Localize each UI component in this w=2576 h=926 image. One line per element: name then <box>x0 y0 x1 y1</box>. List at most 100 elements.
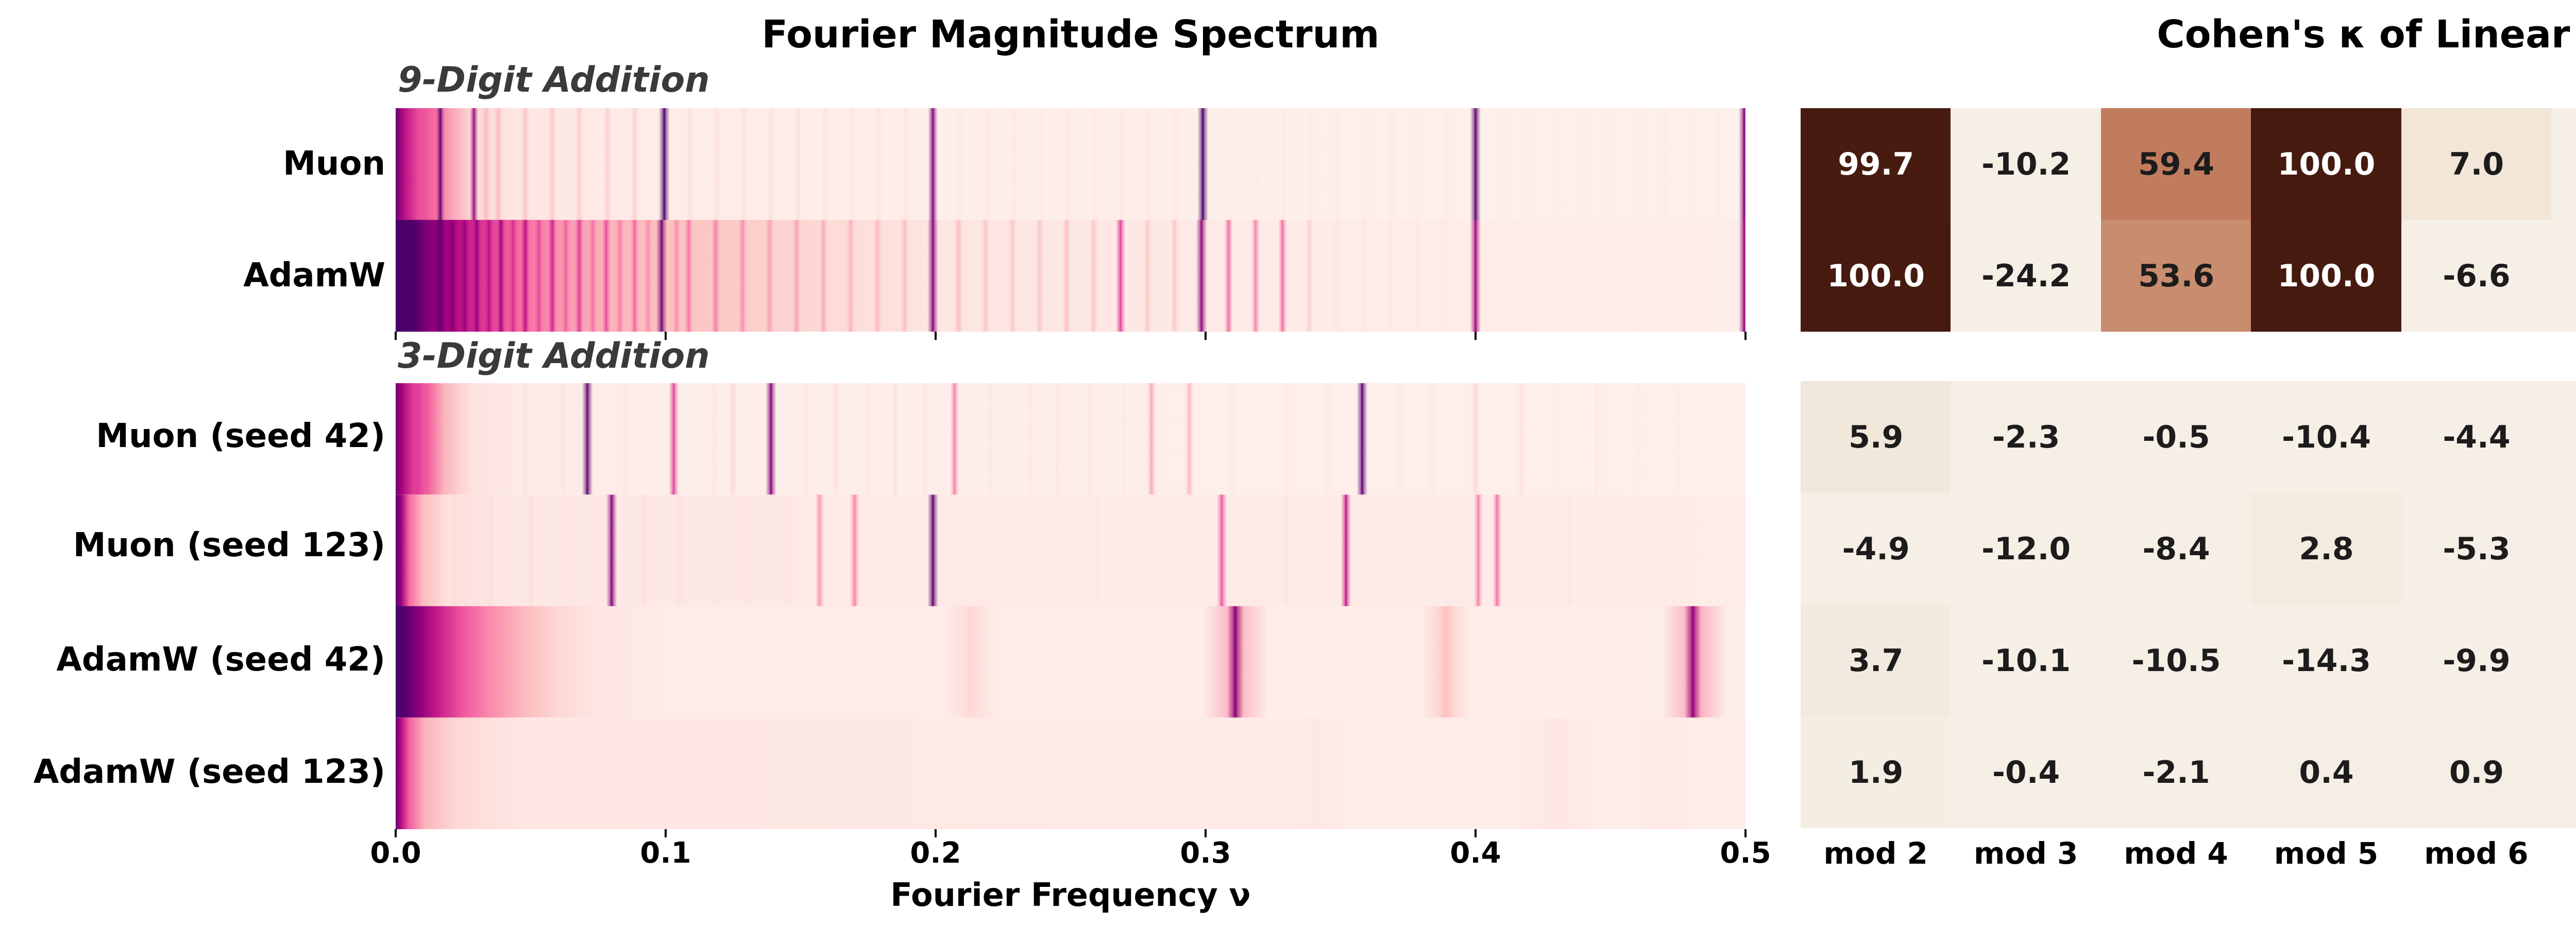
kappa-cell-value: -10.5 <box>2131 642 2221 679</box>
kappa-cell-value: -0.4 <box>1992 754 2060 791</box>
x-tick-9digit-3 <box>1205 332 1207 340</box>
x-tick-3digit-1 <box>665 829 667 837</box>
kappa-cell-value: 5.9 <box>1849 419 1904 455</box>
kappa-cell-adamw-seed-42-mod-2: 3.7 <box>1801 605 1952 716</box>
kappa-cell-value: 7.0 <box>2449 146 2504 182</box>
kappa-cell-muon-seed-123-mod-5: 2.8 <box>2251 493 2402 605</box>
kappa-cell-muon-seed-123-mod-2: -4.9 <box>1801 493 1952 605</box>
kappa-cell-muon-seed-42-mod-6: -4.4 <box>2401 381 2552 493</box>
section-label-3-digit: 3-Digit Addition <box>398 336 710 376</box>
section-label-9-digit: 9-Digit Addition <box>398 60 710 100</box>
right-chart-title: Cohen's κ of Linear Probe (%) <box>2157 12 2576 57</box>
kappa-cell-adamw-mod-3: -24.2 <box>1951 220 2102 332</box>
kappa-cell-muon-seed-42-mod-2: 5.9 <box>1801 381 1952 493</box>
kappa-cell-value: 3.7 <box>1849 642 1904 679</box>
kappa-cell-value: -6.6 <box>2443 258 2511 294</box>
kappa-cell-adamw-mod-6: -6.6 <box>2401 220 2552 332</box>
x-tick-3digit-0 <box>395 829 397 837</box>
kappa-cell-value: -2.1 <box>2142 754 2210 791</box>
fourier-spectrum-heatmap-9digit <box>396 108 1745 332</box>
kappa-cell-value: -10.4 <box>2282 419 2371 455</box>
kappa-cell-value: -4.4 <box>2443 419 2511 455</box>
fourier-spectrum-heatmap-3digit <box>396 383 1745 829</box>
column-label-mod-4: mod 4 <box>2124 836 2228 871</box>
kappa-cell-adamw-seed-42-mod-3: -10.1 <box>1951 605 2102 716</box>
kappa-cell-muon-seed-123-mod-4: -8.4 <box>2100 493 2252 605</box>
kappa-cell-value: -2.3 <box>1992 419 2060 455</box>
kappa-cell-value: 59.4 <box>2138 146 2215 182</box>
kappa-cell-adamw-mod-4: 53.6 <box>2100 220 2252 332</box>
kappa-cell-value: 0.4 <box>2299 754 2354 791</box>
kappa-cell-value: -0.5 <box>2142 419 2210 455</box>
kappa-cell-value: -10.1 <box>1981 642 2071 679</box>
x-tick-label-5: 0.5 <box>1720 836 1771 870</box>
row-label-adamw: AdamW <box>243 256 385 295</box>
x-tick-9digit-5 <box>1744 332 1747 340</box>
kappa-cell-adamw-seed-123-mod-2: 1.9 <box>1801 716 1952 828</box>
x-tick-9digit-0 <box>395 332 397 340</box>
x-tick-3digit-3 <box>1205 829 1207 837</box>
kappa-cell-muon-mod-4: 59.4 <box>2100 108 2252 220</box>
kappa-cell-value: -5.3 <box>2443 530 2511 567</box>
kappa-cell-adamw-seed-123-mod-3: -0.4 <box>1951 716 2102 828</box>
kappa-cell-muon-mod-3: -10.2 <box>1951 108 2102 220</box>
kappa-cell-value: 1.9 <box>1849 754 1904 791</box>
x-tick-label-3: 0.3 <box>1180 836 1231 870</box>
x-tick-9digit-1 <box>665 332 667 340</box>
kappa-cell-muon-mod-7: -9.9 <box>2551 108 2576 220</box>
kappa-cell-adamw-seed-42-mod-6: -9.9 <box>2401 605 2552 716</box>
kappa-cell-muon-seed-123-mod-3: -12.0 <box>1951 493 2102 605</box>
x-tick-label-4: 0.4 <box>1450 836 1501 870</box>
kappa-cell-adamw-seed-123-mod-4: -2.1 <box>2100 716 2252 828</box>
kappa-cell-value: -12.0 <box>1981 530 2071 567</box>
x-tick-9digit-2 <box>935 332 937 340</box>
column-label-mod-2: mod 2 <box>1823 836 1928 871</box>
x-tick-9digit-4 <box>1475 332 1477 340</box>
kappa-cell-muon-mod-2: 99.7 <box>1801 108 1952 220</box>
row-label-adamw-seed-42: AdamW (seed 42) <box>56 641 385 679</box>
x-tick-3digit-2 <box>935 829 937 837</box>
x-tick-label-1: 0.1 <box>640 836 691 870</box>
kappa-cell-muon-seed-42-mod-5: -10.4 <box>2251 381 2402 493</box>
kappa-cell-adamw-seed-42-mod-4: -10.5 <box>2100 605 2252 716</box>
kappa-cell-value: 0.9 <box>2449 754 2504 791</box>
kappa-cell-adamw-seed-123-mod-7: 1.1 <box>2551 716 2576 828</box>
kappa-cell-adamw-mod-5: 100.0 <box>2251 220 2402 332</box>
row-label-muon-seed-123: Muon (seed 123) <box>73 526 385 564</box>
kappa-cell-value: -4.9 <box>1842 530 1910 567</box>
column-label-mod-3: mod 3 <box>1973 836 2078 871</box>
kappa-cell-value: 100.0 <box>2277 258 2376 294</box>
left-chart-title: Fourier Magnitude Spectrum <box>761 12 1380 57</box>
x-tick-3digit-5 <box>1744 829 1747 837</box>
kappa-cell-value: 99.7 <box>1838 146 1914 182</box>
x-axis-label: Fourier Frequency ν <box>890 876 1251 914</box>
column-label-mod-5: mod 5 <box>2274 836 2379 871</box>
kappa-cell-muon-seed-123-mod-6: -5.3 <box>2401 493 2552 605</box>
kappa-cell-value: 100.0 <box>1827 258 1925 294</box>
column-label-mod-7: mod 7 <box>2551 835 2576 871</box>
kappa-cell-value: -9.9 <box>2443 642 2511 679</box>
row-label-muon-seed-42: Muon (seed 42) <box>96 417 385 455</box>
kappa-cell-muon-seed-42-mod-4: -0.5 <box>2100 381 2252 493</box>
kappa-cell-muon-seed-42-mod-3: -2.3 <box>1951 381 2102 493</box>
kappa-cell-muon-mod-6: 7.0 <box>2401 108 2552 220</box>
row-label-adamw-seed-123: AdamW (seed 123) <box>33 753 385 791</box>
kappa-cell-muon-mod-5: 100.0 <box>2251 108 2402 220</box>
kappa-cell-adamw-seed-42-mod-5: -14.3 <box>2251 605 2402 716</box>
x-tick-label-0: 0.0 <box>370 836 421 870</box>
kappa-cell-adamw-mod-2: 100.0 <box>1801 220 1952 332</box>
kappa-cell-value: -10.2 <box>1981 146 2071 182</box>
kappa-cell-muon-seed-123-mod-7: -6.6 <box>2551 493 2576 605</box>
kappa-cell-value: 100.0 <box>2277 146 2376 182</box>
x-tick-label-2: 0.2 <box>910 836 961 870</box>
kappa-cell-adamw-seed-123-mod-6: 0.9 <box>2401 716 2552 828</box>
kappa-cell-value: -8.4 <box>2142 530 2210 567</box>
kappa-cell-value: -24.2 <box>1981 258 2071 294</box>
kappa-cell-muon-seed-42-mod-7: -2.1 <box>2551 381 2576 493</box>
kappa-cell-value: 2.8 <box>2299 530 2354 567</box>
column-label-mod-6: mod 6 <box>2424 836 2529 871</box>
row-label-muon: Muon <box>283 145 385 183</box>
kappa-cell-adamw-seed-123-mod-5: 0.4 <box>2251 716 2402 828</box>
kappa-cell-adamw-mod-7: -13.1 <box>2551 220 2576 332</box>
